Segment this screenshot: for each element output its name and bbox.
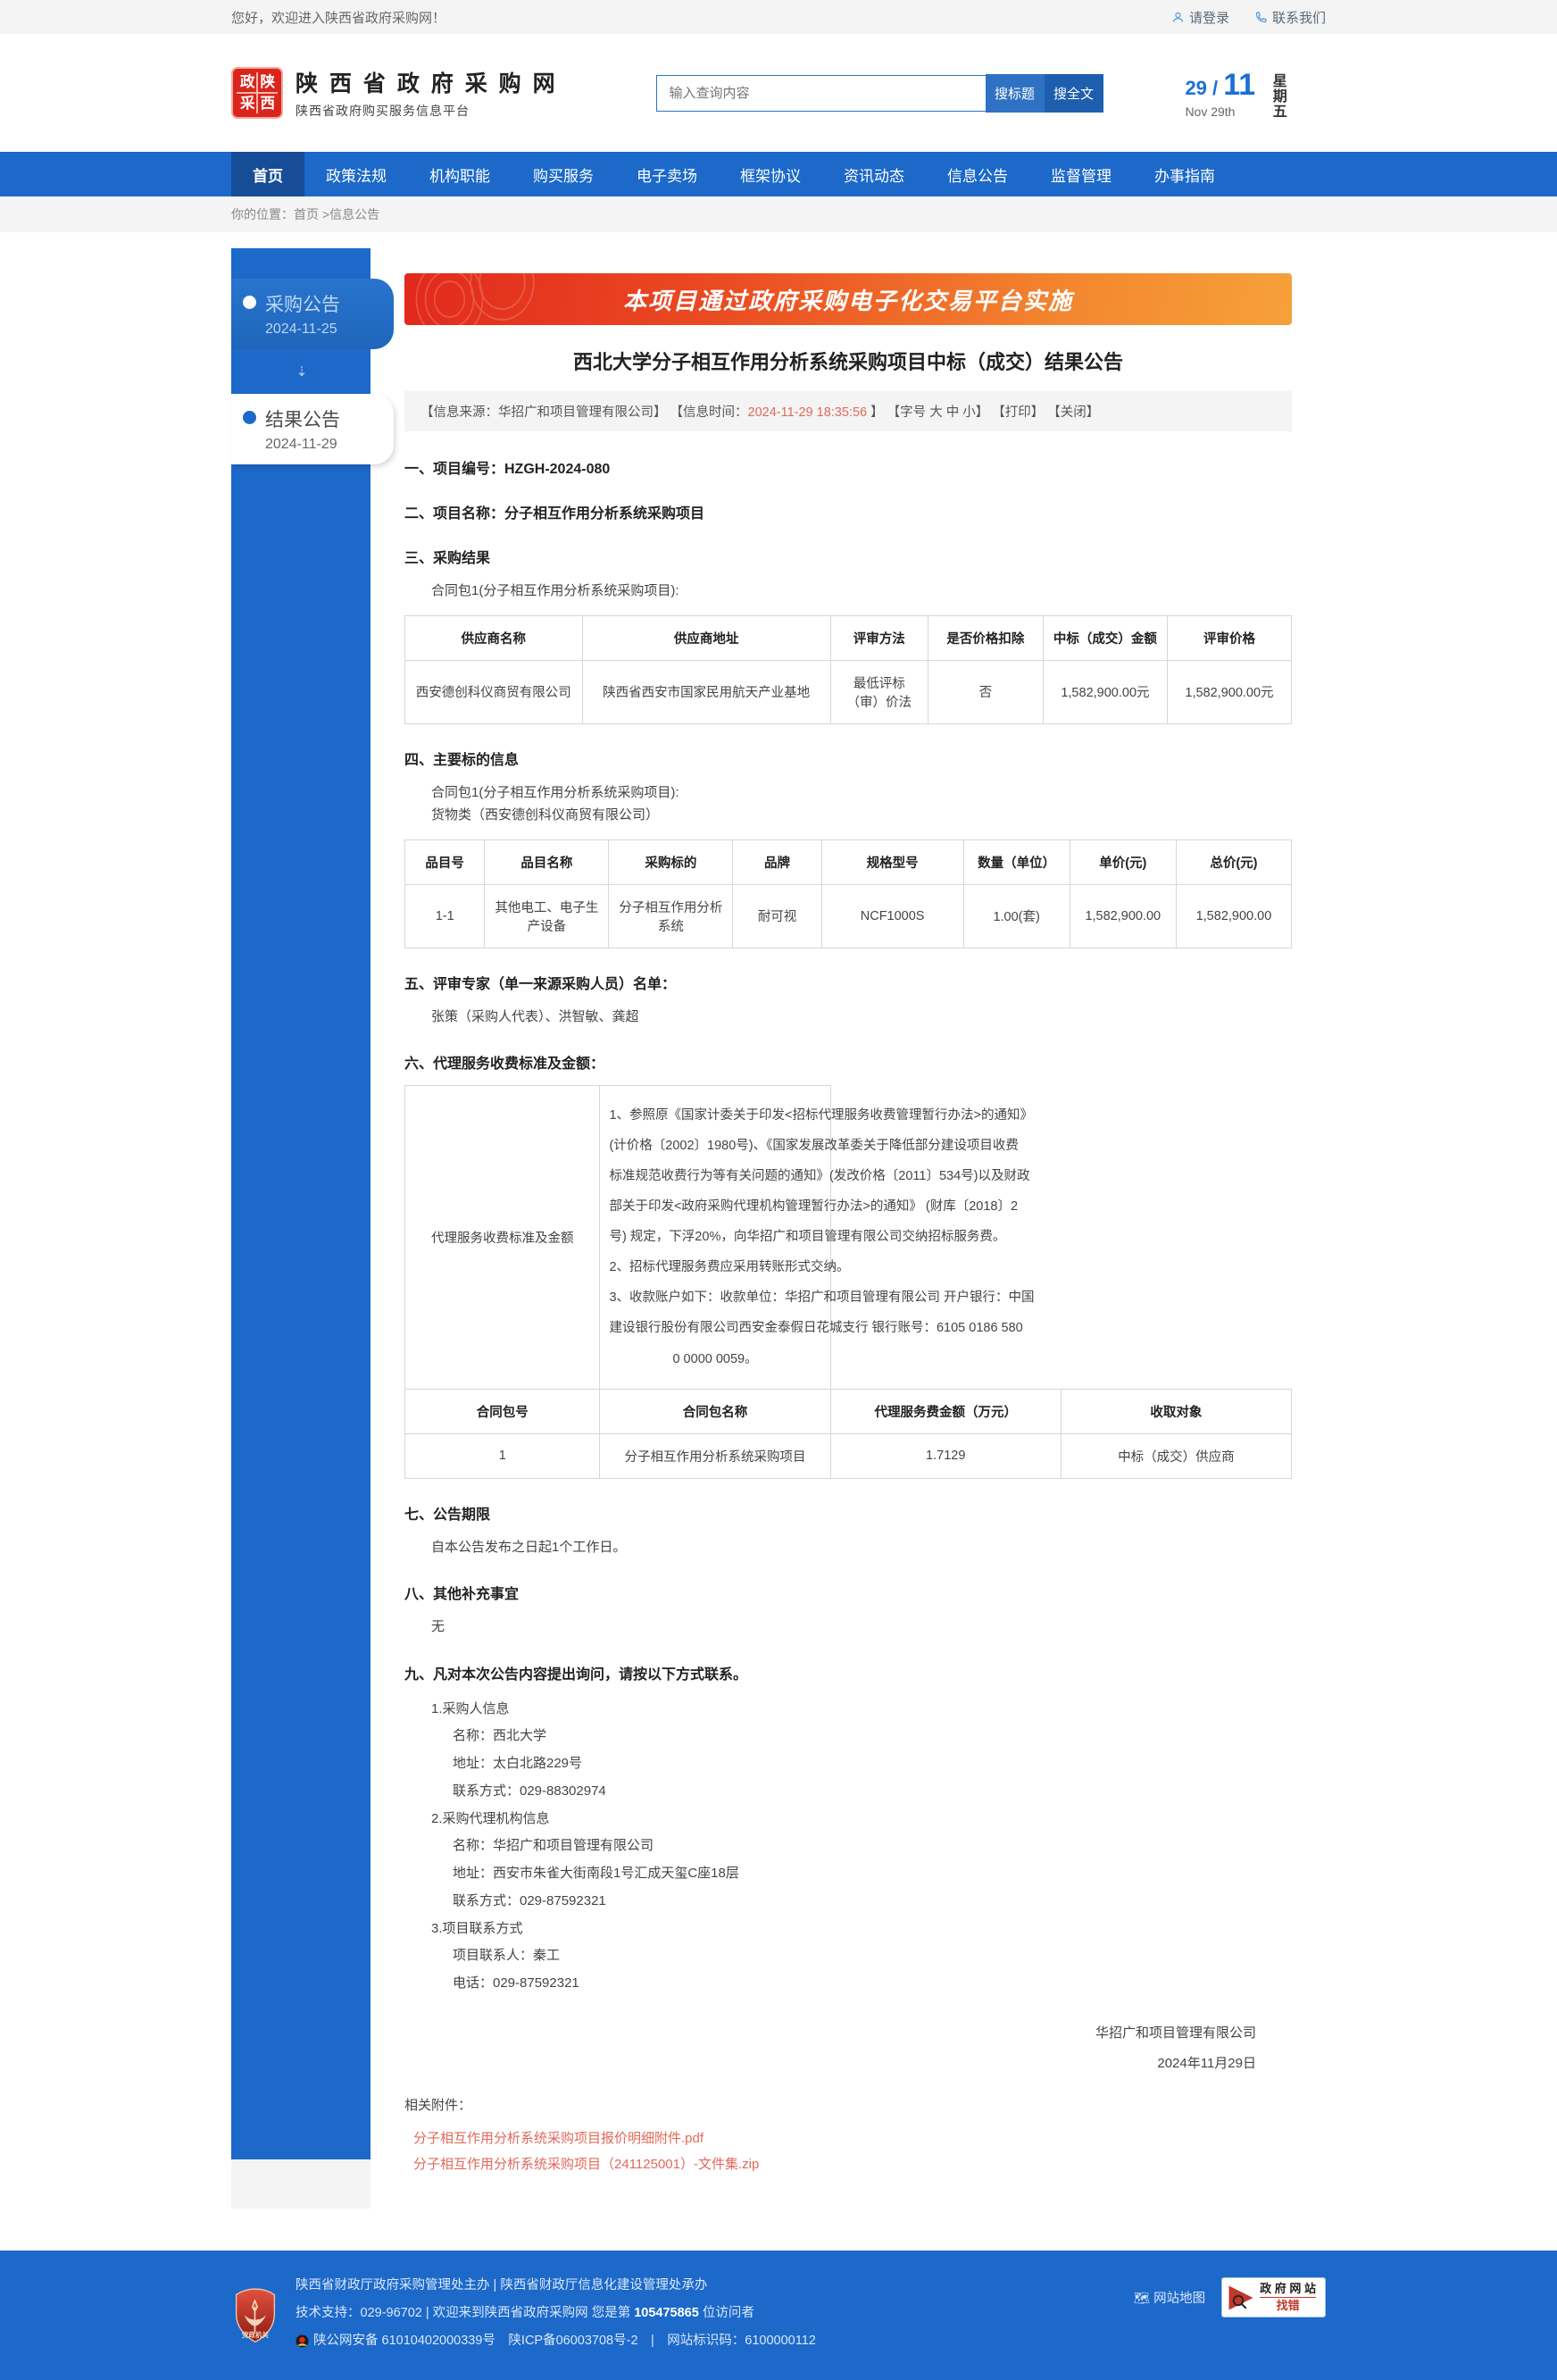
svg-text:党政机关: 党政机关: [242, 2330, 269, 2339]
